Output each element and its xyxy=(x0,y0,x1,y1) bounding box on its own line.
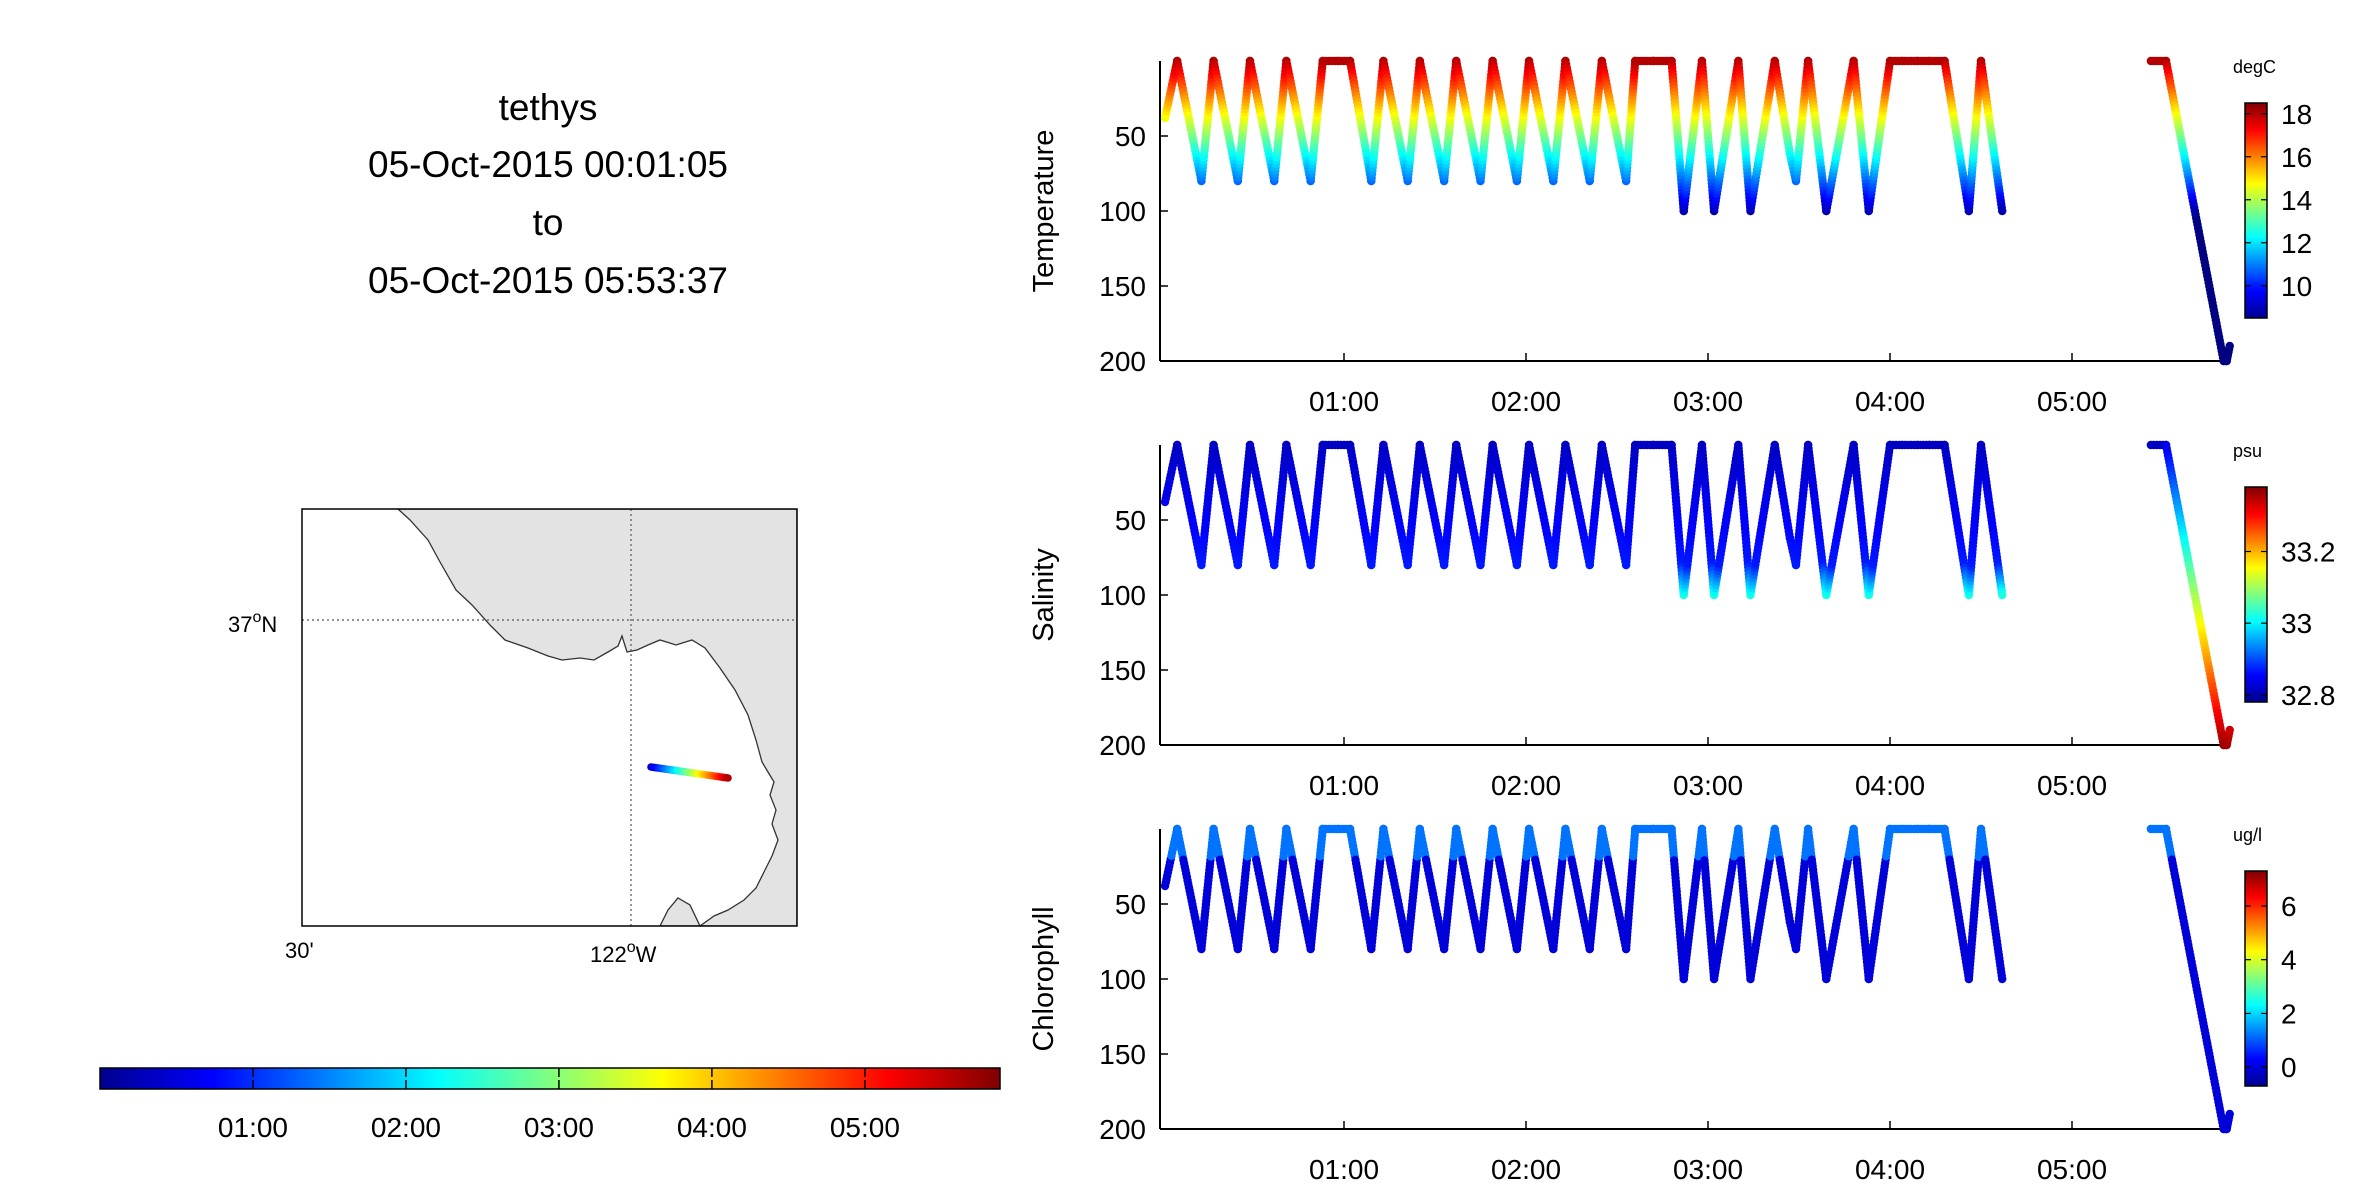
start-time: 05-Oct-2015 00:01:05 xyxy=(368,144,728,185)
colorbar-gradient xyxy=(2244,486,2268,703)
x-tick-label: 03:00 xyxy=(1673,386,1743,417)
time-colorbar-tick-label: 03:00 xyxy=(524,1112,594,1143)
map-land-south xyxy=(659,897,701,926)
x-tick-label: 04:00 xyxy=(1855,386,1925,417)
x-tick-label: 02:00 xyxy=(1491,770,1561,801)
colorbar-unit: psu xyxy=(2233,441,2262,461)
y-tick-label: 50 xyxy=(1115,889,1146,920)
y-tick-label: 50 xyxy=(1115,505,1146,536)
data-point xyxy=(2225,725,2234,735)
lon-label-main: 122oW xyxy=(590,939,657,967)
y-tick-label: 100 xyxy=(1099,196,1146,227)
y-tick-label: 100 xyxy=(1099,580,1146,611)
to-label: to xyxy=(533,202,564,243)
y-tick-label: 100 xyxy=(1099,964,1146,995)
data-point xyxy=(1998,206,2007,216)
end-time: 05-Oct-2015 05:53:37 xyxy=(368,260,728,301)
x-tick-label: 05:00 xyxy=(2037,1154,2107,1184)
x-tick-label: 04:00 xyxy=(1855,770,1925,801)
colorbar-unit: degC xyxy=(2233,57,2276,77)
time-colorbar-gradient xyxy=(99,1067,1001,1090)
colorbar-tick-label: 32.8 xyxy=(2281,680,2336,711)
y-tick-label: 150 xyxy=(1099,1039,1146,1070)
map-frame xyxy=(301,508,798,927)
colorbar-tick-label: 18 xyxy=(2281,99,2312,130)
profile-series xyxy=(1160,440,2234,750)
profile-series xyxy=(1160,824,2234,1134)
data-point xyxy=(1998,590,2007,600)
y-axis-label: Temperature xyxy=(1028,130,1060,293)
x-tick-label: 01:00 xyxy=(1309,770,1379,801)
x-tick-label: 02:00 xyxy=(1491,386,1561,417)
x-tick-label: 03:00 xyxy=(1673,1154,1743,1184)
colorbar-tick-label: 33 xyxy=(2281,608,2312,639)
colorbar-tick-label: 14 xyxy=(2281,185,2312,216)
map-land xyxy=(397,509,797,926)
vehicle-track xyxy=(647,763,732,782)
x-tick-label: 04:00 xyxy=(1855,1154,1925,1184)
x-tick-label: 01:00 xyxy=(1309,386,1379,417)
track-point xyxy=(724,774,732,782)
x-tick-label: 05:00 xyxy=(2037,386,2107,417)
y-tick-label: 200 xyxy=(1099,730,1146,761)
time-colorbar-tick-label: 04:00 xyxy=(677,1112,747,1143)
x-tick-label: 01:00 xyxy=(1309,1154,1379,1184)
x-tick-label: 03:00 xyxy=(1673,770,1743,801)
panel-temperature: 50 100 150 200 01:00 02:00 03:00 04:00 05:00 Temp… xyxy=(1028,56,2312,417)
lon-label-left: 30' xyxy=(285,938,314,963)
data-point xyxy=(2225,341,2234,351)
y-axis-label: Salinity xyxy=(1028,548,1060,642)
y-tick-label: 150 xyxy=(1099,271,1146,302)
colorbar-tick-label: 12 xyxy=(2281,228,2312,259)
panel-salinity: 50 100 150 200 01:00 02:00 03:00 04:00 05:00 Sali… xyxy=(1028,440,2336,801)
profile-series xyxy=(1160,56,2234,366)
panel-chlorophyll: 50 100 150 200 01:00 02:00 03:00 04:00 05:00 Chlo… xyxy=(1028,824,2297,1184)
platform-name: tethys xyxy=(499,87,598,128)
lat-label: 37oN xyxy=(228,609,277,637)
y-tick-label: 150 xyxy=(1099,655,1146,686)
x-tick-label: 05:00 xyxy=(2037,770,2107,801)
colorbar-tick-label: 33.2 xyxy=(2281,537,2336,568)
colorbar-tick-label: 10 xyxy=(2281,271,2312,302)
x-tick-label: 02:00 xyxy=(1491,1154,1561,1184)
colorbar-temperature: degC 10 12 14 16 18 xyxy=(2233,57,2312,319)
time-colorbar-tick-label: 02:00 xyxy=(371,1112,441,1143)
track-map: 37oN 30' 122oW xyxy=(228,508,798,967)
y-tick-label: 200 xyxy=(1099,346,1146,377)
time-colorbar: 01:00 02:00 03:00 04:00 05:00 xyxy=(99,1067,1001,1143)
colorbar-tick-label: 16 xyxy=(2281,142,2312,173)
y-axis-label: Chlorophyll xyxy=(1028,906,1060,1051)
time-colorbar-tick-label: 05:00 xyxy=(830,1112,900,1143)
time-colorbar-tick-label: 01:00 xyxy=(218,1112,288,1143)
y-tick-label: 200 xyxy=(1099,1114,1146,1145)
colorbar-salinity: psu 32.8 33 33.2 xyxy=(2233,441,2336,711)
y-tick-label: 50 xyxy=(1115,121,1146,152)
